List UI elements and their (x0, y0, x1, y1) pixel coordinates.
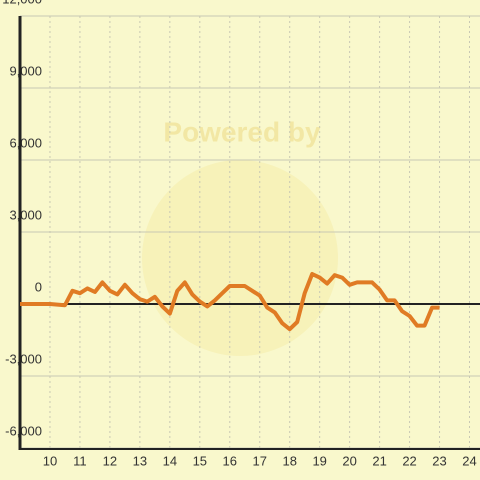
x-tick-label: 21 (372, 453, 386, 468)
x-tick-label: 24 (462, 453, 476, 468)
x-tick-label: 12 (103, 453, 117, 468)
x-tick-label: 14 (163, 453, 177, 468)
x-tick-label: 18 (282, 453, 296, 468)
x-tick-label: 15 (193, 453, 207, 468)
x-tick-label: 20 (342, 453, 356, 468)
watermark: Powered by (163, 116, 321, 147)
x-tick-label: 10 (43, 453, 57, 468)
x-tick-label: 23 (432, 453, 446, 468)
x-tick-label: 22 (402, 453, 416, 468)
x-tick-label: 17 (253, 453, 267, 468)
data-line (20, 272, 440, 332)
y-tick-label: 6,000 (9, 135, 42, 150)
y-tick-label: 3,000 (9, 207, 42, 222)
y-tick-label: 12,000 (2, 0, 42, 6)
y-tick-label: 9,000 (9, 63, 42, 78)
x-tick-label: 13 (133, 453, 147, 468)
y-tick-label: -6,000 (5, 423, 42, 438)
y-tick-label: -3,000 (5, 351, 42, 366)
x-tick-label: 19 (312, 453, 326, 468)
x-tick-label: 11 (73, 453, 87, 468)
watermark-logo (142, 160, 338, 356)
x-tick-label: 16 (223, 453, 237, 468)
y-tick-label: 0 (35, 279, 42, 294)
